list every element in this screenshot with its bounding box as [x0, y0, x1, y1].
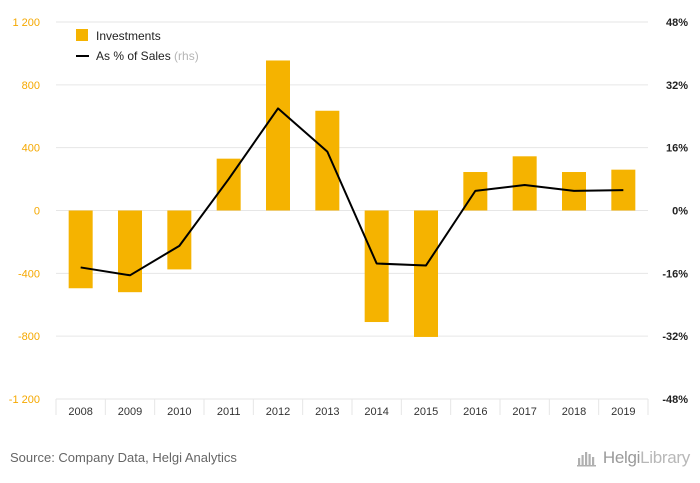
brand-logo: Helgi Library [576, 448, 690, 468]
left-axis-tick-label: -1 200 [9, 394, 40, 406]
right-axis-tick-label: 16% [666, 143, 688, 155]
bar [315, 110, 340, 211]
x-axis-tick-label: 2019 [611, 406, 635, 418]
bar [167, 210, 192, 270]
legend-label-investments: Investments [96, 29, 161, 43]
x-axis-tick-label: 2013 [315, 406, 339, 418]
right-axis-tick-label: -32% [662, 331, 688, 343]
legend-label-pct-of-sales: As % of Sales (rhs) [96, 49, 199, 63]
bar [364, 210, 389, 323]
chart: -1 200 -800 -400 0 400 800 1 200 -48% -32% -16% 0%… [9, 17, 688, 418]
bar [118, 210, 142, 293]
right-axis-tick-label: 0% [672, 206, 688, 218]
left-axis-tick-label: 1 200 [12, 17, 40, 29]
left-axis-tick-label: 800 [22, 80, 40, 92]
left-axis-tick-label: -800 [18, 331, 40, 343]
left-axis-tick-label: -400 [18, 268, 40, 280]
bar [68, 210, 93, 289]
x-axis-tick-label: 2011 [217, 406, 241, 418]
right-axis-tick-label: -48% [662, 394, 688, 406]
x-axis-tick-label: 2018 [562, 406, 586, 418]
series-line-pct-of-sales [80, 107, 624, 277]
x-axis-tick-label: 2017 [512, 406, 536, 418]
x-axis-tick-label: 2010 [167, 406, 191, 418]
right-axis-tick-label: 48% [666, 17, 688, 29]
helgi-library-logo-icon [576, 452, 596, 467]
x-axis-tick-label: 2008 [68, 406, 92, 418]
x-axis-tick-label: 2012 [266, 406, 290, 418]
legend-swatch-investments [76, 29, 88, 41]
x-axis-tick-label: 2016 [463, 406, 487, 418]
right-axis-tick-label: 32% [666, 80, 688, 92]
brand-name-part2: Library [640, 448, 690, 467]
brand-name-part1: Helgi [602, 448, 641, 467]
x-axis-tick-label: 2014 [364, 406, 388, 418]
right-axis-tick-label: -16% [662, 268, 688, 280]
bar [512, 156, 537, 211]
bar [414, 210, 438, 337]
x-axis-tick-label: 2009 [118, 406, 142, 418]
left-axis-tick-label: 0 [34, 206, 40, 218]
left-axis-tick-label: 400 [22, 143, 40, 155]
x-axis-tick-label: 2015 [414, 406, 438, 418]
source-note: Source: Company Data, Helgi Analytics [10, 450, 237, 465]
legend-label-suffix: (rhs) [174, 49, 199, 63]
bar [266, 60, 290, 211]
